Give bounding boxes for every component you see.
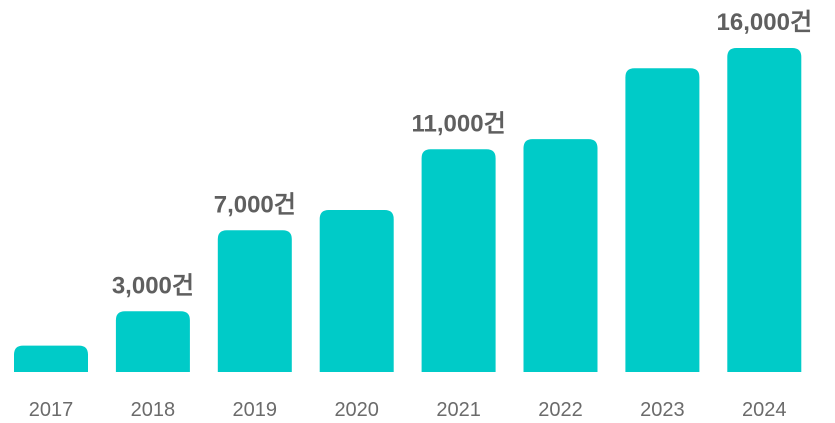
bar-2021: [421, 149, 496, 372]
bars-group: [14, 48, 802, 372]
x-tick-label-2017: 2017: [29, 399, 74, 421]
x-tick-label-2019: 2019: [233, 399, 278, 421]
data-label-2018: 3,000건: [112, 272, 194, 299]
x-tick-label-2018: 2018: [131, 399, 176, 421]
bar-2024: [727, 48, 802, 372]
x-tick-label-2024: 2024: [742, 399, 787, 421]
data-label-2024: 16,000건: [717, 9, 813, 36]
bar-2018: [115, 311, 190, 372]
x-tick-label-2021: 2021: [436, 399, 481, 421]
data-labels-group: 3,000건 7,000건 11,000건 16,000건: [112, 9, 812, 299]
x-tick-label-2022: 2022: [538, 399, 583, 421]
x-tick-label-2020: 2020: [334, 399, 379, 421]
data-label-2019: 7,000건: [214, 191, 296, 218]
x-axis-tick-labels: 2017 2018 2019 2020 2021 2022 2023 2024: [29, 399, 787, 421]
bar-2017: [14, 345, 88, 372]
bar-2022: [523, 139, 598, 372]
bar-2023: [625, 68, 700, 372]
bar-2020: [319, 210, 394, 372]
bar-2019: [217, 230, 292, 372]
data-label-2021: 11,000건: [412, 110, 506, 137]
x-tick-label-2023: 2023: [640, 399, 685, 421]
